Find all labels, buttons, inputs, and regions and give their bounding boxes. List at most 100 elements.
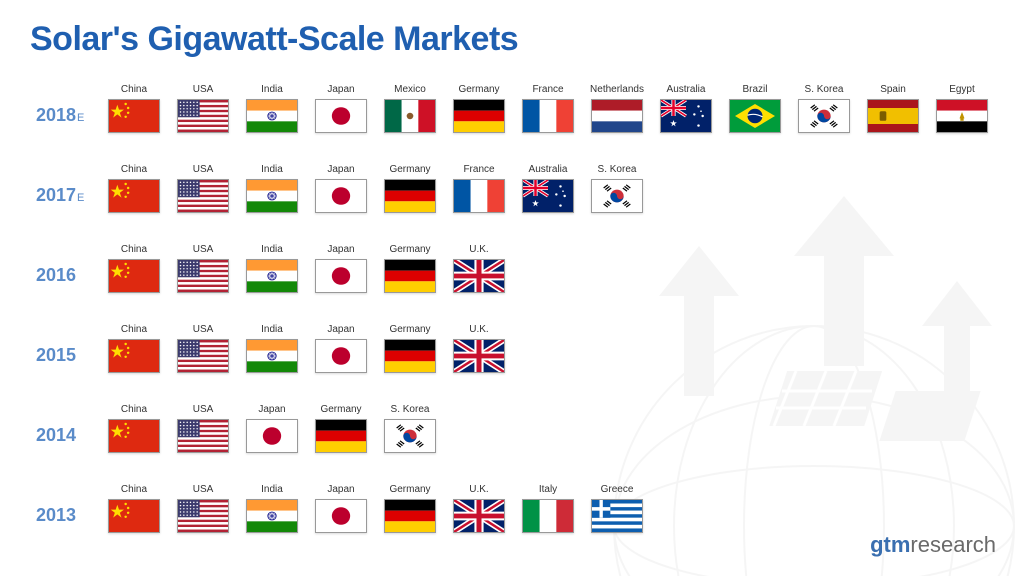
italy-flag-icon [522,499,574,533]
country-label: USA [193,164,214,175]
year-label: 2016 [36,251,102,286]
country-cell: Japan [309,324,373,373]
country-cell: India [240,164,304,213]
year-suffix: E [77,112,84,124]
countries-list: China USAIndia JapanGermany France Austr… [102,164,649,213]
skorea-flag-icon [591,179,643,213]
country-cell: India [240,84,304,133]
country-cell: Japan [309,244,373,293]
country-cell: Germany [378,324,442,373]
country-label: U.K. [469,244,488,255]
country-label: China [121,404,147,415]
year-label: 2018E [36,91,102,126]
china-flag-icon [108,99,160,133]
countries-list: China USA JapanGermany S. Korea [102,404,442,453]
country-cell: Japan [309,164,373,213]
country-cell: France [516,84,580,133]
japan-flag-icon [315,259,367,293]
country-label: India [261,164,283,175]
country-label: U.K. [469,484,488,495]
france-flag-icon [522,99,574,133]
country-label: China [121,484,147,495]
country-cell: USA [171,164,235,213]
year-row: 2017EChina USAIndia JapanGermany France … [36,151,994,225]
japan-flag-icon [315,99,367,133]
country-label: Italy [539,484,557,495]
country-label: Japan [327,84,354,95]
rows-container: 2018EChina USAIndia JapanMexico Germany … [36,71,994,545]
countries-list: China USAIndia JapanGermany U.K. [102,324,511,373]
country-label: Netherlands [590,84,644,95]
country-cell: Australia [654,84,718,133]
year-value: 2013 [36,505,76,525]
year-value: 2015 [36,345,76,365]
china-flag-icon [108,179,160,213]
year-row: 2016 China USAIndia JapanGermany U.K. [36,231,994,305]
country-cell: U.K. [447,244,511,293]
germany-flag-icon [315,419,367,453]
country-cell: Australia [516,164,580,213]
usa-flag-icon [177,99,229,133]
logo-suffix: research [910,532,996,557]
country-cell: Egypt [930,84,994,133]
country-label: India [261,84,283,95]
country-label: France [463,164,494,175]
country-label: S. Korea [391,404,430,415]
country-cell: Germany [378,484,442,533]
netherlands-flag-icon [591,99,643,133]
country-cell: China [102,404,166,453]
country-label: U.K. [469,324,488,335]
usa-flag-icon [177,259,229,293]
country-cell: France [447,164,511,213]
year-row: 2015 China USAIndia JapanGermany U.K. [36,311,994,385]
year-row: 2018EChina USAIndia JapanMexico Germany … [36,71,994,145]
country-label: France [532,84,563,95]
country-label: India [261,324,283,335]
country-label: Mexico [394,84,426,95]
country-label: China [121,244,147,255]
country-label: India [261,484,283,495]
country-cell: Japan [309,484,373,533]
country-cell: USA [171,244,235,293]
country-cell: Spain [861,84,925,133]
country-cell: India [240,244,304,293]
china-flag-icon [108,499,160,533]
country-label: Australia [667,84,706,95]
country-label: China [121,84,147,95]
page-title: Solar's Gigawatt-Scale Markets [30,20,994,59]
uk-flag-icon [453,499,505,533]
china-flag-icon [108,339,160,373]
year-row: 2013 China USA India JapanGermany U.K. Ita… [36,471,994,545]
country-cell: Netherlands [585,84,649,133]
australia-flag-icon [660,99,712,133]
country-cell: Germany [309,404,373,453]
spain-flag-icon [867,99,919,133]
year-value: 2016 [36,265,76,285]
country-cell: S. Korea [585,164,649,213]
brand-logo: gtmresearch [870,532,996,558]
country-cell: Greece [585,484,649,533]
country-cell: Mexico [378,84,442,133]
country-cell: Brazil [723,84,787,133]
china-flag-icon [108,259,160,293]
country-label: USA [193,484,214,495]
year-value: 2017 [36,185,76,205]
country-cell: China [102,84,166,133]
year-value: 2018 [36,105,76,125]
country-cell: Japan [240,404,304,453]
country-cell: Italy [516,484,580,533]
australia-flag-icon [522,179,574,213]
germany-flag-icon [384,179,436,213]
country-label: China [121,324,147,335]
country-cell: Germany [378,164,442,213]
country-cell: China [102,484,166,533]
country-cell: U.K. [447,324,511,373]
country-cell: Germany [378,244,442,293]
country-label: Greece [601,484,634,495]
country-label: USA [193,404,214,415]
japan-flag-icon [315,499,367,533]
skorea-flag-icon [798,99,850,133]
country-label: USA [193,84,214,95]
india-flag-icon [246,499,298,533]
country-cell: India [240,484,304,533]
